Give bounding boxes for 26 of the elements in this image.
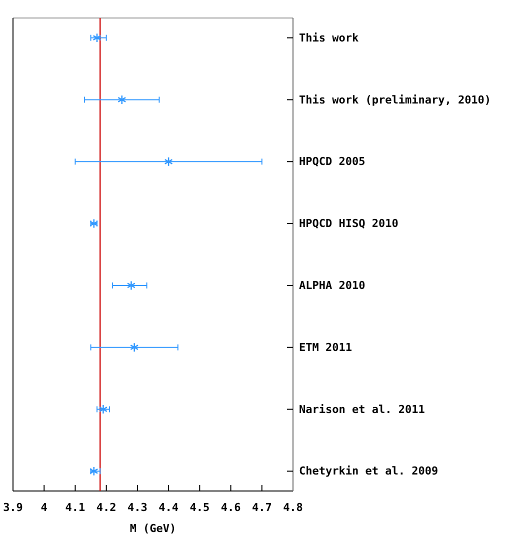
- x-tick-label: 4: [40, 500, 48, 514]
- y-tick-label: HPQCD 2005: [299, 155, 366, 168]
- y-tick-label: Chetyrkin et al. 2009: [299, 464, 438, 478]
- y-tick-label: HPQCD HISQ 2010: [299, 217, 398, 230]
- point: [130, 342, 139, 352]
- x-tick-label: 4.6: [220, 500, 242, 514]
- point: [92, 32, 102, 43]
- point: [90, 466, 98, 476]
- y-tick-label: This work (preliminary, 2010): [299, 93, 492, 106]
- x-tick-label: 4.2: [96, 500, 116, 514]
- point: [164, 156, 173, 167]
- point: [126, 280, 136, 290]
- x-tick-label: 4.8: [283, 500, 303, 514]
- x-tick-label: 4.4: [158, 500, 179, 514]
- x-tick-label: 4.1: [65, 500, 86, 514]
- x-tick-label: 3.9: [3, 500, 23, 514]
- point: [98, 404, 108, 414]
- x-tick-label: 4.3: [128, 500, 148, 514]
- x-tick-label: 4.5: [190, 500, 210, 514]
- point: [118, 94, 126, 105]
- x-axis-title: M (GeV): [130, 522, 176, 535]
- y-tick-label: ALPHA 2010: [299, 278, 366, 292]
- x-tick-label: 4.7: [252, 500, 272, 514]
- y-tick-label: ETM 2011: [299, 340, 352, 354]
- y-tick-label: This work: [299, 31, 359, 44]
- y-tick-label: Narison et al. 2011: [299, 402, 426, 416]
